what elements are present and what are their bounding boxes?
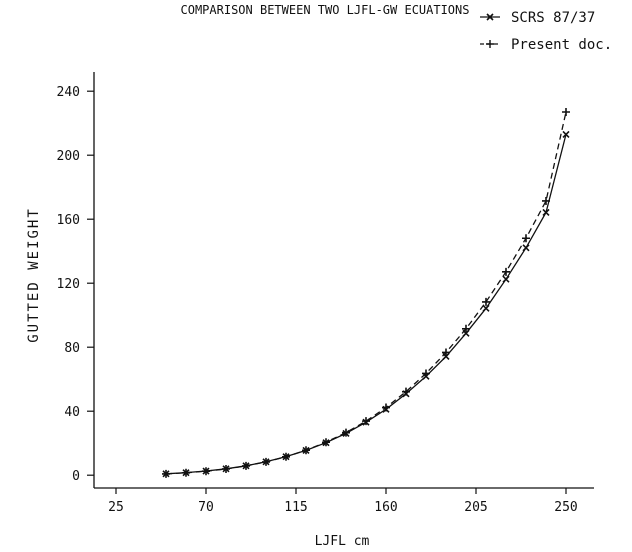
x-axis-label: LJFL cm bbox=[315, 534, 370, 549]
series-line-1 bbox=[165, 111, 567, 475]
series-1-point bbox=[462, 324, 470, 333]
series-1-point bbox=[402, 387, 410, 396]
y-tick-label: 120 bbox=[57, 277, 80, 292]
legend-marker-present bbox=[486, 40, 494, 48]
y-tick-label: 160 bbox=[57, 213, 80, 228]
series-1-point bbox=[442, 348, 450, 357]
legend-label-present: Present doc. bbox=[511, 37, 612, 53]
series-1-point bbox=[302, 446, 310, 455]
series-1-point bbox=[202, 467, 210, 476]
x-tick-label: 115 bbox=[284, 500, 307, 515]
y-ticks: 0 40 80 120 160 200 240 bbox=[57, 85, 94, 484]
series-1-point bbox=[182, 468, 190, 477]
series-1-point bbox=[522, 234, 530, 243]
series-1-point bbox=[162, 469, 170, 478]
series-0-point bbox=[522, 244, 530, 252]
series-0-point bbox=[562, 130, 570, 138]
y-tick-label: 80 bbox=[64, 341, 80, 356]
x-tick-label: 205 bbox=[464, 500, 487, 515]
series-1-point bbox=[262, 457, 270, 466]
series-1-point bbox=[342, 428, 350, 437]
y-tick-label: 40 bbox=[64, 405, 80, 420]
series-layer bbox=[162, 108, 570, 478]
y-tick-label: 200 bbox=[57, 149, 80, 164]
chart-title: COMPARISON BETWEEN TWO LJFL-GW ECUATIONS bbox=[181, 3, 470, 17]
series-1-point bbox=[382, 403, 390, 412]
x-tick-label: 250 bbox=[554, 500, 577, 515]
x-tick-label: 25 bbox=[108, 500, 124, 515]
series-1-point bbox=[322, 438, 330, 447]
x-tick-label: 70 bbox=[198, 500, 214, 515]
series-1-point bbox=[562, 108, 570, 116]
y-axis-label: GUTTED WEIGHT bbox=[26, 207, 42, 343]
axes bbox=[93, 72, 594, 489]
y-tick-label: 240 bbox=[57, 85, 80, 100]
series-1-point bbox=[422, 369, 430, 378]
x-tick-label: 160 bbox=[374, 500, 397, 515]
legend: SCRS 87/37 Present doc. bbox=[480, 10, 612, 53]
series-0-point bbox=[502, 275, 510, 283]
series-1-point bbox=[362, 417, 370, 426]
y-tick-label: 0 bbox=[72, 469, 80, 484]
x-ticks: 25 70 115 160 205 250 bbox=[108, 488, 578, 515]
series-1-point bbox=[502, 267, 510, 276]
series-1-point bbox=[282, 452, 290, 461]
legend-label-scrs: SCRS 87/37 bbox=[511, 10, 595, 26]
legend-marker-scrs bbox=[486, 13, 494, 21]
series-0-point bbox=[542, 208, 550, 217]
series-1-point bbox=[542, 196, 550, 205]
series-0-point bbox=[482, 304, 490, 312]
series-1-point bbox=[242, 461, 250, 470]
series-1-point bbox=[482, 297, 490, 306]
series-1-point bbox=[222, 464, 230, 473]
